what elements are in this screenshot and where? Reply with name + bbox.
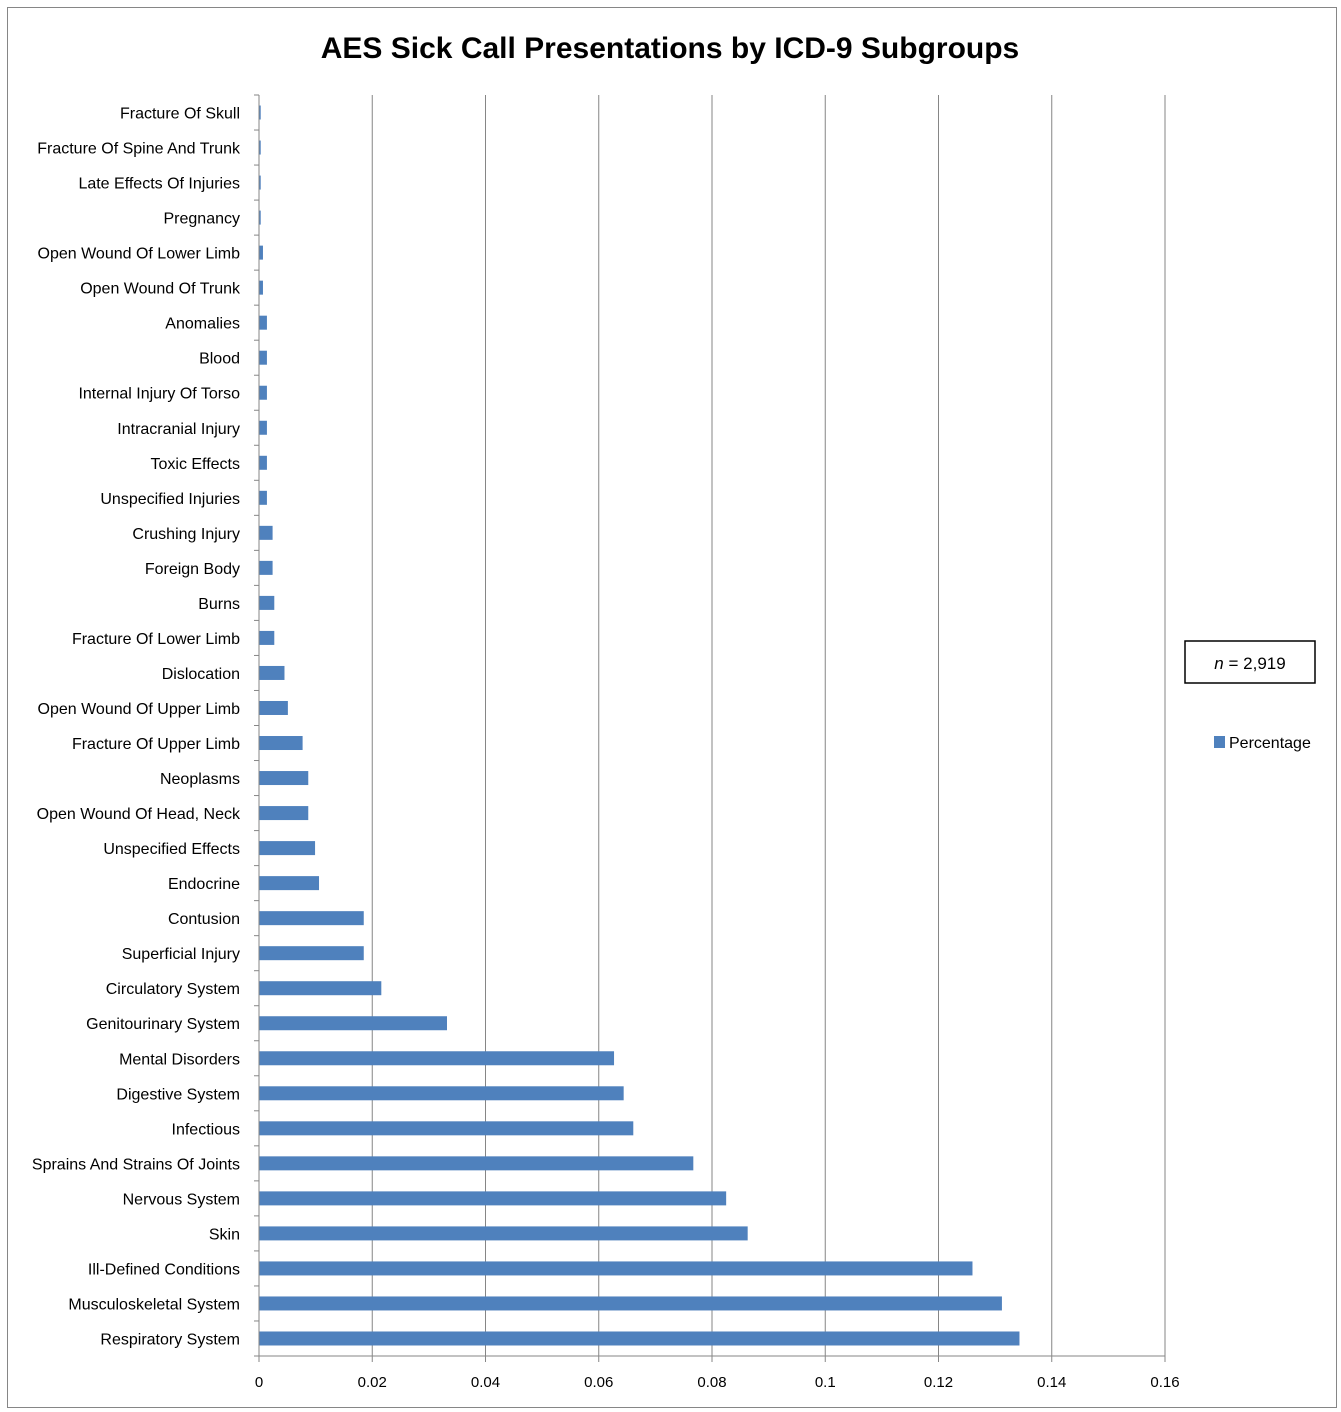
bar	[259, 736, 303, 751]
bar	[259, 1051, 615, 1066]
chart-frame	[7, 7, 1337, 1408]
chart-title: AES Sick Call Presentations by ICD-9 Sub…	[321, 32, 1020, 65]
bar	[259, 455, 267, 470]
bar	[259, 841, 316, 856]
category-label: Crushing Injury	[132, 526, 240, 543]
bar	[259, 1191, 727, 1206]
x-tick-label: 0.12	[924, 1374, 953, 1391]
category-label: Musculoskeletal System	[68, 1296, 240, 1313]
x-tick-label: 0.14	[1037, 1374, 1066, 1391]
category-label: Open Wound Of Head, Neck	[37, 806, 241, 823]
category-label: Late Effects Of Injuries	[78, 176, 240, 193]
category-label: Respiratory System	[100, 1331, 240, 1348]
category-label: Skin	[209, 1226, 240, 1243]
category-label: Blood	[199, 351, 240, 368]
bar	[259, 140, 261, 155]
sample-size-note: n = 2,919	[1184, 640, 1316, 684]
category-label: Infectious	[172, 1121, 240, 1138]
bar	[259, 350, 267, 365]
category-label: Intracranial Injury	[117, 421, 240, 438]
category-label: Endocrine	[168, 876, 240, 893]
legend: Percentage	[1214, 735, 1311, 752]
x-tick-label: 0.04	[471, 1374, 500, 1391]
category-label: Foreign Body	[145, 561, 240, 578]
bar	[259, 876, 320, 891]
bar	[259, 245, 263, 260]
bar	[259, 1086, 624, 1101]
legend-swatch	[1214, 736, 1225, 748]
category-label: Internal Injury Of Torso	[78, 386, 240, 403]
bar	[259, 1016, 447, 1031]
x-tick-label: 0.08	[697, 1374, 726, 1391]
bar	[259, 981, 382, 996]
category-label: Burns	[198, 596, 240, 613]
bar	[259, 315, 267, 330]
bar	[259, 630, 275, 645]
x-tick-label: 0.02	[358, 1374, 387, 1391]
bars	[259, 105, 1020, 1346]
bar	[259, 560, 273, 575]
axes	[254, 94, 1166, 1362]
bar	[259, 771, 309, 786]
x-tick-label: 0.1	[815, 1374, 836, 1391]
category-label: Digestive System	[116, 1086, 240, 1103]
category-label: Contusion	[168, 911, 240, 928]
bar	[259, 175, 261, 190]
category-label: Toxic Effects	[150, 456, 240, 473]
bar	[259, 525, 273, 540]
category-label: Nervous System	[123, 1191, 240, 1208]
bar	[259, 1121, 634, 1136]
category-label: Fracture Of Spine And Trunk	[37, 141, 241, 158]
category-label: Open Wound Of Lower Limb	[38, 246, 241, 263]
bar	[259, 1226, 748, 1241]
bar	[259, 210, 261, 225]
x-tick-label: 0.06	[584, 1374, 613, 1391]
sample-size-n: n	[1214, 654, 1223, 673]
bar	[259, 1331, 1020, 1346]
x-tick-label: 0	[255, 1374, 263, 1391]
bar	[259, 806, 309, 821]
sample-size-box	[1184, 640, 1316, 684]
gridlines	[371, 95, 1166, 1356]
bar	[259, 1296, 1002, 1311]
category-label: Unspecified Effects	[103, 841, 240, 858]
category-label: Ill-Defined Conditions	[88, 1261, 240, 1278]
bar	[259, 280, 263, 295]
bar	[259, 665, 285, 680]
category-label: Pregnancy	[164, 211, 241, 228]
bar	[259, 595, 275, 610]
bar	[259, 385, 267, 400]
svg-text:n = 2,919: n = 2,919	[1214, 654, 1285, 673]
sample-size-value: = 2,919	[1224, 654, 1286, 673]
category-labels: Fracture Of Skull Fracture Of Spine And T…	[32, 106, 241, 1349]
bar	[259, 1156, 694, 1171]
legend-label: Percentage	[1229, 735, 1311, 752]
category-label: Anomalies	[165, 316, 240, 333]
category-label: Genitourinary System	[86, 1016, 240, 1033]
category-label: Fracture Of Skull	[120, 106, 240, 123]
bar	[259, 700, 288, 715]
category-label: Open Wound Of Trunk	[80, 281, 241, 298]
category-label: Dislocation	[162, 666, 240, 683]
bar	[259, 1261, 973, 1276]
category-label: Circulatory System	[106, 981, 240, 998]
category-label: Mental Disorders	[119, 1051, 240, 1068]
bar	[259, 105, 261, 120]
bar	[259, 420, 267, 435]
category-label: Unspecified Injuries	[100, 491, 240, 508]
bar	[259, 911, 364, 926]
category-label: Sprains And Strains Of Joints	[32, 1156, 240, 1173]
category-label: Open Wound Of Upper Limb	[38, 701, 241, 718]
category-label: Fracture Of Lower Limb	[72, 631, 240, 648]
bar	[259, 946, 364, 961]
x-tick-label: 0.16	[1150, 1374, 1179, 1391]
x-tick-labels: 0 0.02 0.04 0.06 0.08 0.1 0.12 0.14 0.16	[255, 1374, 1180, 1391]
bar	[259, 490, 267, 505]
category-label: Superficial Injury	[122, 946, 240, 963]
category-label: Fracture Of Upper Limb	[72, 736, 240, 753]
category-label: Neoplasms	[160, 771, 240, 788]
